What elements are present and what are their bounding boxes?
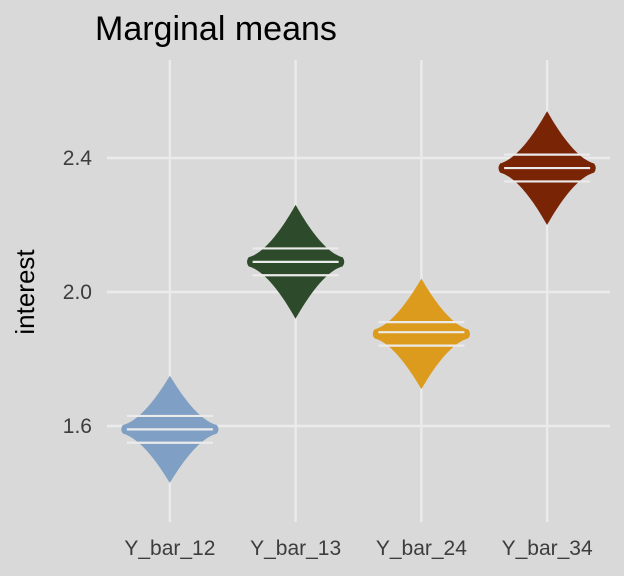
y-axis-label: interest — [10, 249, 40, 335]
violin-Y_bar_34 — [498, 111, 596, 225]
violins — [121, 111, 596, 483]
violin-Y_bar_13 — [246, 204, 345, 319]
y-axis-ticks: 1.6 2.0 2.4 — [63, 147, 93, 438]
x-tick-label: Y_bar_12 — [124, 537, 215, 560]
x-axis-ticks: Y_bar_12 Y_bar_13 Y_bar_24 Y_bar_34 — [124, 537, 593, 560]
x-tick-label: Y_bar_34 — [502, 537, 593, 560]
violin-Y_bar_12 — [121, 375, 219, 483]
chart-title: Marginal means — [95, 10, 337, 48]
y-tick-label: 1.6 — [63, 415, 92, 438]
y-tick-label: 2.4 — [63, 147, 93, 170]
violin-body — [372, 278, 471, 390]
x-tick-label: Y_bar_13 — [250, 537, 341, 560]
y-tick-label: 2.0 — [63, 281, 92, 304]
x-tick-label: Y_bar_24 — [376, 537, 467, 560]
violin-Y_bar_24 — [372, 278, 471, 390]
